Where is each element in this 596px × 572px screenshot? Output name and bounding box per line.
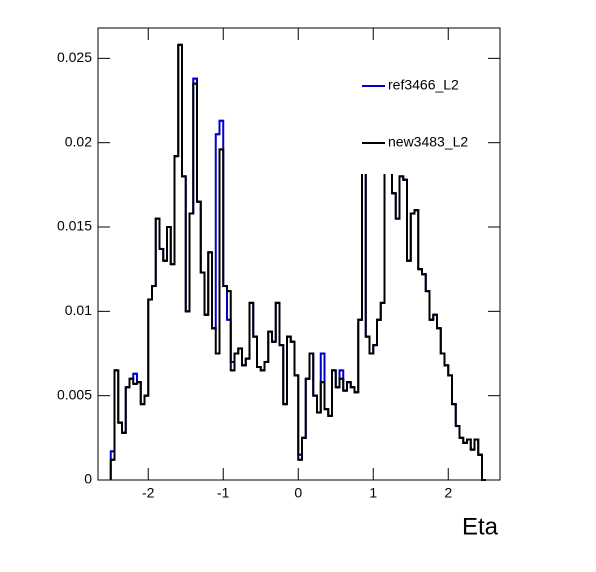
legend-label: new3483_L2 [388,134,468,150]
legend-box [356,56,472,174]
x-tick-label: -1 [217,485,230,501]
x-tick-label: 0 [294,485,302,501]
x-tick-label: 2 [444,485,452,501]
plot-frame [97,27,501,481]
y-tick-label: 0 [84,471,92,487]
y-tick-label: 0.005 [57,386,92,402]
y-tick-label: 0.01 [65,302,92,318]
x-tick-label: -2 [142,485,155,501]
y-tick-label: 0.025 [57,49,92,65]
legend-label: ref3466_L2 [388,77,459,93]
y-tick-label: 0.015 [57,218,92,234]
y-tick-label: 0.02 [65,133,92,149]
x-tick-label: 1 [369,485,377,501]
x-axis-label: Eta [462,513,499,540]
